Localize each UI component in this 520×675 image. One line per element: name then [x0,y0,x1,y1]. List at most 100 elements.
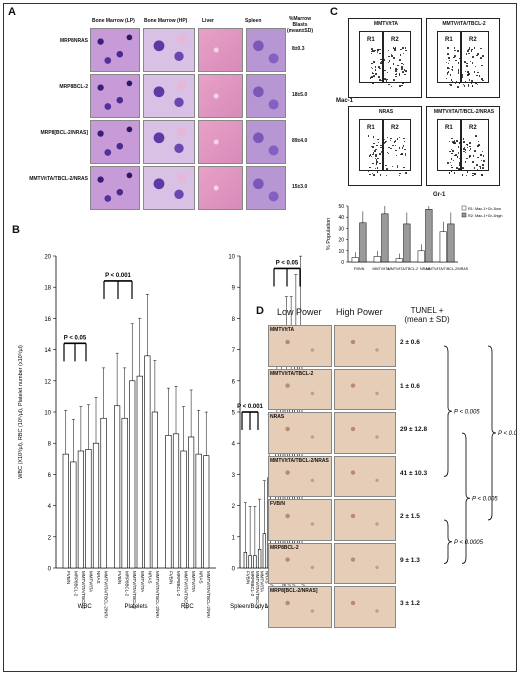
y-tick-label: 2 [232,504,236,510]
gate-r2 [383,31,411,83]
event-dot [393,48,396,51]
category-label: NRAS [96,571,101,584]
event-dot [481,174,483,176]
event-dot [450,148,453,151]
event-dot [461,174,464,176]
bar [114,405,121,569]
category-label: NRAS [420,267,431,271]
event-dot [402,71,404,73]
bar [359,222,367,263]
high-power-image [334,412,396,454]
event-dot [475,135,477,137]
event-dot [457,146,460,148]
row-label: MMTV/tTA/TBCL-2/NRAS [270,457,329,464]
bar [62,453,69,569]
event-dot [449,161,452,164]
event-dot [398,73,401,75]
event-dot [387,49,390,52]
row-label: MRP8BCL-2 [59,84,88,90]
event-dot [374,49,376,52]
y-tick-label: 5 [232,411,236,417]
event-dot [471,85,474,87]
blast-header: %Marrow Blasts (mean±SD) [286,16,314,34]
category-label: MMTV/tTA/TBCL-2 [81,571,86,609]
event-dot [388,55,390,58]
bar [136,375,143,569]
bracket [461,432,471,564]
event-dot [399,54,402,56]
event-dot [397,81,399,84]
event-dot [381,58,384,61]
event-dot [467,84,470,86]
event-dot [459,168,461,171]
event-dot [393,57,395,59]
event-dot [398,174,401,177]
category-label: MRP8BCL-2 [250,571,255,597]
event-dot [380,62,382,64]
event-dot [464,161,467,163]
event-dot [379,153,381,155]
bar [203,455,210,569]
event-dot [400,48,402,51]
event-dot [451,166,453,169]
event-dot [459,142,461,144]
bar [262,533,267,569]
row-label: MMTV/tTA/TBCL-2 [270,370,314,377]
event-dot [380,150,383,153]
event-dot [384,69,386,72]
event-dot [476,83,479,86]
event-dot [447,67,449,69]
event-dot [474,173,476,175]
event-dot [372,162,374,165]
event-dot [478,75,481,77]
event-dot [472,155,475,157]
category-label: FVB/N [117,571,122,584]
event-dot [394,49,396,51]
event-dot [397,64,399,67]
event-dot [373,50,375,53]
y-tick-label: 12 [44,379,51,385]
tunel-value: 9 ± 1.3 [400,556,420,564]
low-power-image [268,542,332,584]
event-dot [372,146,374,148]
panel-label-b: B [12,224,20,236]
event-dot [399,85,401,87]
category-label: NRAS [264,571,269,584]
event-dot [452,141,454,143]
event-dot [456,156,459,158]
event-dot [479,167,482,169]
bar [425,209,433,263]
event-dot [372,136,375,138]
bar [243,552,248,569]
event-dot [453,47,455,49]
low-power-image [268,368,332,410]
event-dot [480,47,482,50]
event-dot [463,146,466,149]
event-dot [461,73,463,76]
category-label: MMTV/tTA/TBCL-2/NRAS [104,571,109,618]
event-dot [467,85,470,88]
category-label: NRAS [147,571,152,584]
gate-label-r2: R2 [391,37,399,43]
event-dot [375,72,377,75]
event-dot [401,68,403,70]
event-dot [393,141,396,143]
event-dot [460,142,462,144]
event-dot [460,149,463,151]
event-dot [445,77,448,80]
event-dot [376,50,379,53]
high-power-image [334,586,396,628]
event-dot [466,73,469,76]
event-dot [481,64,483,67]
event-dot [450,79,453,81]
event-dot [370,66,373,69]
tissue-image [143,120,195,164]
bar [188,436,195,569]
event-dot [396,164,399,167]
event-dot [371,67,374,70]
event-dot [445,61,448,64]
event-dot [453,172,456,174]
event-dot [374,157,376,159]
event-dot [452,159,455,162]
tissue-image [90,74,140,118]
